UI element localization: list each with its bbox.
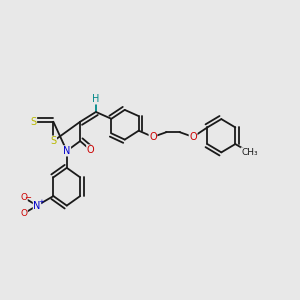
Text: +: + (38, 199, 44, 205)
Text: O: O (20, 193, 27, 202)
Text: N: N (33, 201, 41, 211)
Text: O: O (149, 132, 157, 142)
Text: H: H (92, 94, 100, 104)
Text: S: S (50, 136, 56, 146)
Text: N: N (63, 146, 70, 156)
Text: O: O (20, 209, 27, 218)
Text: O: O (189, 132, 197, 142)
Text: CH₃: CH₃ (241, 148, 258, 157)
Text: O: O (87, 145, 94, 155)
Text: −: − (24, 193, 31, 202)
Text: S: S (30, 117, 37, 127)
